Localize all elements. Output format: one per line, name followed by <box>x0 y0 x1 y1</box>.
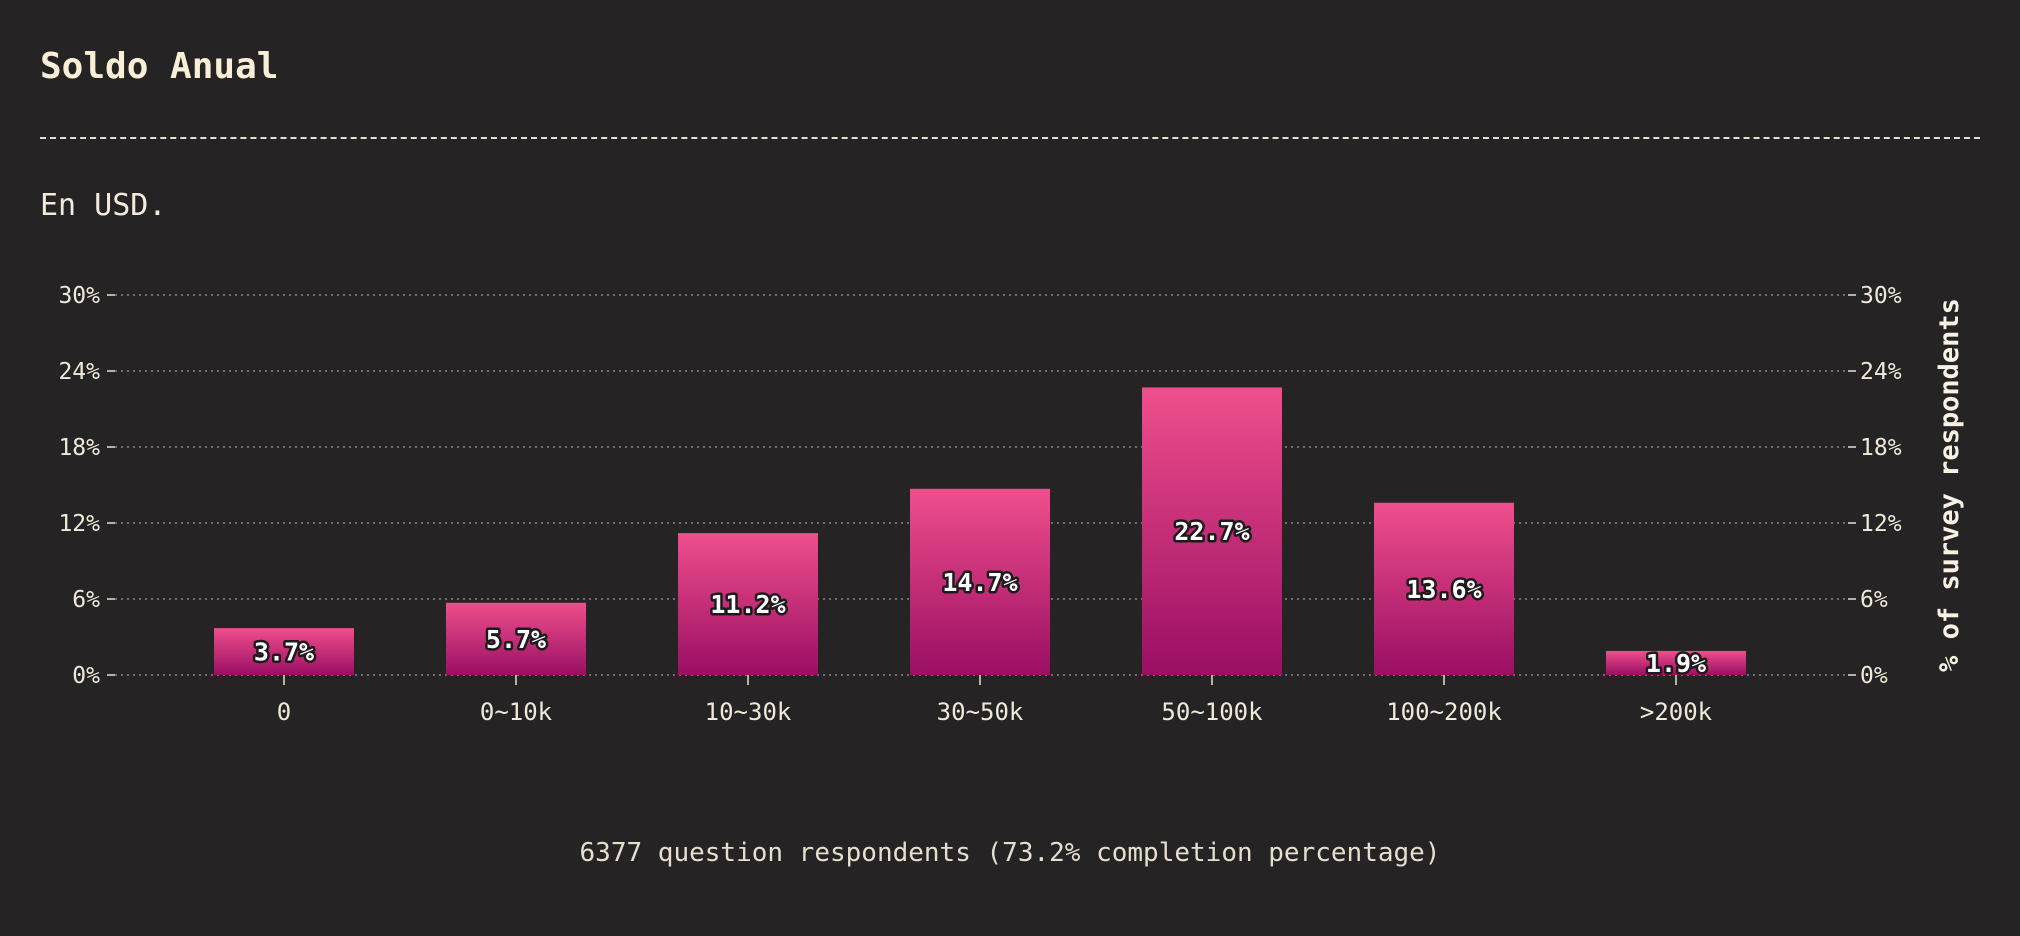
y-tick-label-left: 24% <box>58 359 100 385</box>
respondents-note: 6377 question respondents (73.2% complet… <box>579 838 1441 868</box>
x-tick-label: 10~30k <box>705 698 792 726</box>
grid-lines <box>115 294 1848 676</box>
bar-value-label: 22.7% <box>1174 517 1249 546</box>
bar-value-label: 5.7% <box>486 625 546 654</box>
bar <box>446 602 586 675</box>
title-divider <box>40 137 1980 139</box>
bar-chart: 0% 6% 12% 18% 24% 30% 0% 6% 12% 18% 24% 30% 0 0~10k… <box>58 283 1965 726</box>
y-tick-label-left: 0% <box>72 663 100 689</box>
bars <box>214 387 1746 675</box>
x-axis: 0 0~10k 10~30k 30~50k 50~100k 100~200k >200k <box>277 675 1713 726</box>
bar-value-label: 14.7% <box>942 568 1017 597</box>
y-axis-title: % of survey respondents <box>1934 298 1965 672</box>
value-labels: 3.7% 5.7% 11.2% 14.7% 22.7% 13.6% 1.9% <box>251 515 1708 681</box>
chart-title: Soldo Anual <box>40 46 279 87</box>
y-axis-left: 0% 6% 12% 18% 24% 30% <box>58 283 115 689</box>
chart-subtitle: En USD. <box>40 188 167 223</box>
y-tick-label-right: 24% <box>1860 359 1902 385</box>
bar-value-label: 13.6% <box>1406 575 1481 604</box>
bar <box>214 628 354 675</box>
bar <box>910 488 1050 675</box>
y-tick-label-right: 12% <box>1860 511 1902 537</box>
y-tick-label-right: 6% <box>1860 587 1888 613</box>
x-tick-label: 100~200k <box>1386 698 1502 726</box>
bar-value-label: 3.7% <box>254 638 314 667</box>
y-tick-label-left: 12% <box>58 511 100 537</box>
bar <box>1374 502 1514 675</box>
bar-value-label: 11.2% <box>710 590 785 619</box>
x-tick-label: 30~50k <box>937 698 1024 726</box>
bar <box>678 533 818 675</box>
y-tick-label-right: 18% <box>1860 435 1902 461</box>
x-tick-label: >200k <box>1640 698 1713 726</box>
y-tick-label-right: 0% <box>1860 663 1888 689</box>
x-tick-label: 50~100k <box>1161 698 1263 726</box>
bar-value-label: 1.9% <box>1646 649 1706 678</box>
bar <box>1142 387 1282 675</box>
y-tick-label-left: 6% <box>72 587 100 613</box>
y-axis-right: 0% 6% 12% 18% 24% 30% <box>1848 283 1902 689</box>
y-tick-label-left: 30% <box>58 283 100 309</box>
y-tick-label-left: 18% <box>58 435 100 461</box>
bar <box>1606 650 1746 675</box>
x-tick-label: 0 <box>277 698 291 726</box>
y-tick-label-right: 30% <box>1860 283 1902 309</box>
x-tick-label: 0~10k <box>480 698 553 726</box>
